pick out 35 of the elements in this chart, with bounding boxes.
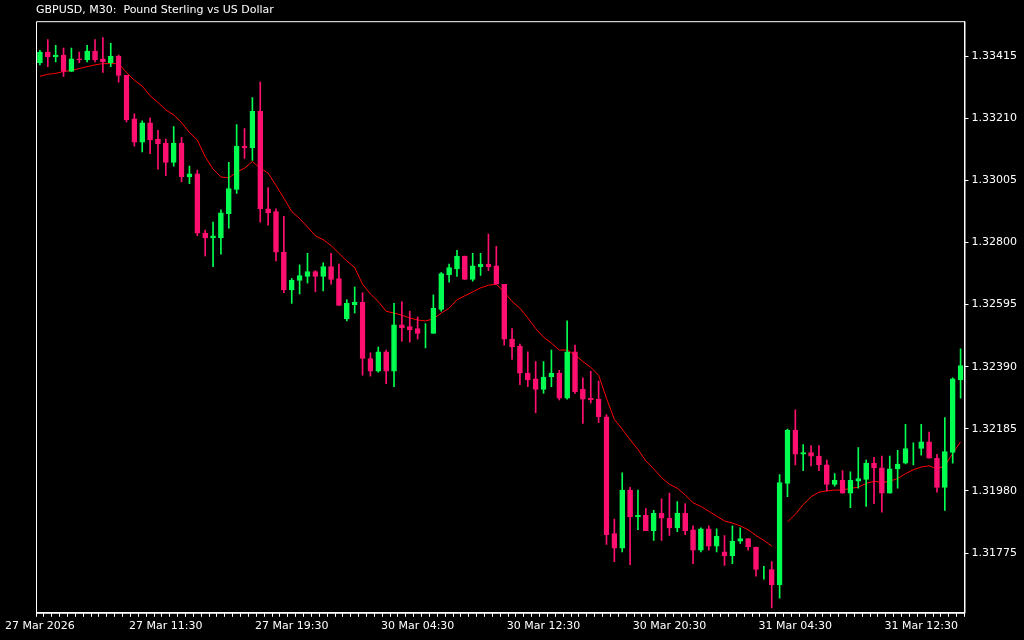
x-tick-label: 30 Mar 20:30 — [632, 619, 707, 633]
x-tick-label: 27 Mar 2026 — [5, 619, 75, 633]
candlestick — [800, 444, 807, 471]
y-tick-label: 1.33415 — [971, 48, 1018, 62]
candlestick — [524, 351, 531, 388]
candlestick — [871, 456, 877, 505]
candlestick — [44, 39, 51, 67]
y-tick-label: 1.32595 — [971, 297, 1018, 311]
x-tick-label: 30 Mar 04:30 — [380, 619, 455, 633]
y-tick-label: 1.31775 — [971, 545, 1018, 559]
x-tick-label: 27 Mar 11:30 — [129, 619, 203, 633]
y-tick-label: 1.31980 — [971, 483, 1018, 497]
x-tick-label: 31 Mar 04:30 — [758, 619, 833, 633]
x-tick-label: 30 Mar 12:30 — [506, 619, 581, 633]
candlestick — [155, 129, 161, 170]
candlestick — [406, 310, 413, 343]
candlestick — [202, 229, 209, 257]
candlestick — [918, 423, 925, 456]
candlestick — [100, 37, 106, 73]
x-tick-label: 31 Mar 12:30 — [884, 619, 958, 633]
candlestick — [76, 51, 83, 64]
candlestick — [210, 221, 216, 268]
y-tick-label: 1.33210 — [971, 111, 1018, 125]
y-tick-label: 1.32390 — [971, 359, 1018, 373]
candlestick — [808, 445, 814, 467]
y-tick-label: 1.32185 — [971, 421, 1018, 435]
candlestick — [580, 377, 586, 424]
y-tick-label: 1.32800 — [971, 235, 1018, 249]
candlestick — [351, 286, 358, 314]
candlestick — [265, 187, 271, 226]
chart-title: GBPUSD, M30: Pound Sterling vs US Dollar — [36, 3, 275, 17]
x-tick-label: 27 Mar 19:30 — [255, 619, 329, 633]
candlestick — [855, 447, 862, 489]
y-tick-label: 1.33005 — [971, 173, 1018, 187]
candlestick — [509, 328, 515, 360]
